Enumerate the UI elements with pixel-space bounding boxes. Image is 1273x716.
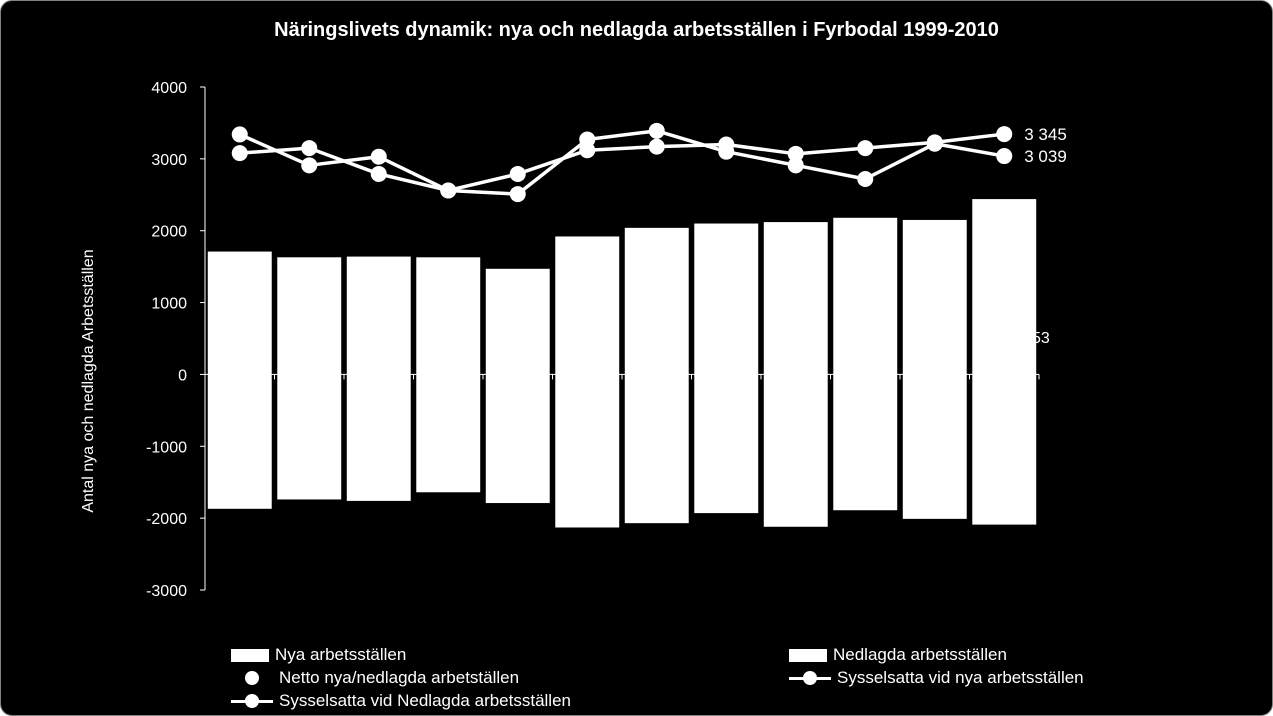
y-tick-label: -3000 (146, 583, 187, 600)
point-series-4-2006 (718, 143, 735, 160)
y-tick-label: 4000 (151, 80, 187, 97)
bar-nya-2007 (763, 222, 828, 375)
y-tick-label: 3000 (151, 152, 187, 169)
point-series-3-2001 (370, 165, 387, 182)
bar-nya-2004 (555, 236, 620, 375)
point-series-3-1999 (231, 145, 248, 162)
bar-nya-2005 (624, 227, 689, 375)
point-series-4-2009 (926, 135, 943, 152)
bar-nedlagda-2006 (694, 374, 759, 514)
bar-nya-2002 (416, 257, 481, 375)
bar-nya-1999 (207, 251, 272, 375)
end-value-label: 3 039 (1024, 147, 1067, 166)
point-series-4-2008 (857, 170, 874, 187)
point-series-4-2002 (440, 182, 457, 199)
bar-nya-2000 (277, 257, 342, 375)
bar-nedlagda-2002 (416, 374, 481, 493)
point-series-4-2001 (370, 148, 387, 165)
point-series-3-2010 (996, 126, 1013, 143)
point-series-4-2010 (996, 148, 1013, 165)
point-series-3-2007 (787, 145, 804, 162)
bar-nedlagda-2005 (624, 374, 689, 524)
bar-nya-2003 (485, 268, 550, 375)
bar-nya-2010 (972, 199, 1037, 375)
point-series-4-2003 (509, 186, 526, 203)
bar-nya-2001 (346, 256, 411, 375)
y-tick-label: -2000 (146, 511, 187, 528)
bar-nedlagda-2007 (763, 374, 828, 527)
y-tick-label: 1000 (151, 296, 187, 313)
bar-nya-2006 (694, 223, 759, 375)
y-tick-label: 2000 (151, 224, 187, 241)
point-series-4-2005 (648, 122, 665, 139)
line-series-3 (239, 132, 1005, 193)
bar-nedlagda-2004 (555, 374, 620, 528)
chart-title: Näringslivets dynamik: nya och nedlagda … (274, 19, 999, 41)
point-series-4-1999 (231, 126, 248, 143)
point-series-4-2000 (301, 157, 318, 174)
bar-nedlagda-1999 (207, 374, 272, 509)
y-tick-label: 0 (178, 367, 187, 384)
bar-nedlagda-2010 (972, 374, 1037, 525)
end-value-label: 3 345 (1024, 125, 1067, 144)
bar-nedlagda-2003 (485, 374, 550, 504)
bar-nedlagda-2000 (277, 374, 342, 500)
y-tick-label: -1000 (146, 439, 187, 456)
bar-nedlagda-2001 (346, 374, 411, 501)
bar-nedlagda-2008 (833, 374, 898, 511)
point-series-4-2007 (787, 157, 804, 174)
point-series-3-2000 (301, 140, 318, 157)
data-label-fragment: 53 (1032, 330, 1050, 347)
point-series-3-2005 (648, 138, 665, 155)
point-series-3-2003 (509, 165, 526, 182)
bar-nya-2008 (833, 217, 898, 375)
bar-nya-2009 (902, 219, 967, 375)
point-series-3-2008 (857, 140, 874, 157)
line-series-4 (239, 129, 1005, 196)
point-series-4-2004 (579, 131, 596, 148)
bar-nedlagda-2009 (902, 374, 967, 519)
